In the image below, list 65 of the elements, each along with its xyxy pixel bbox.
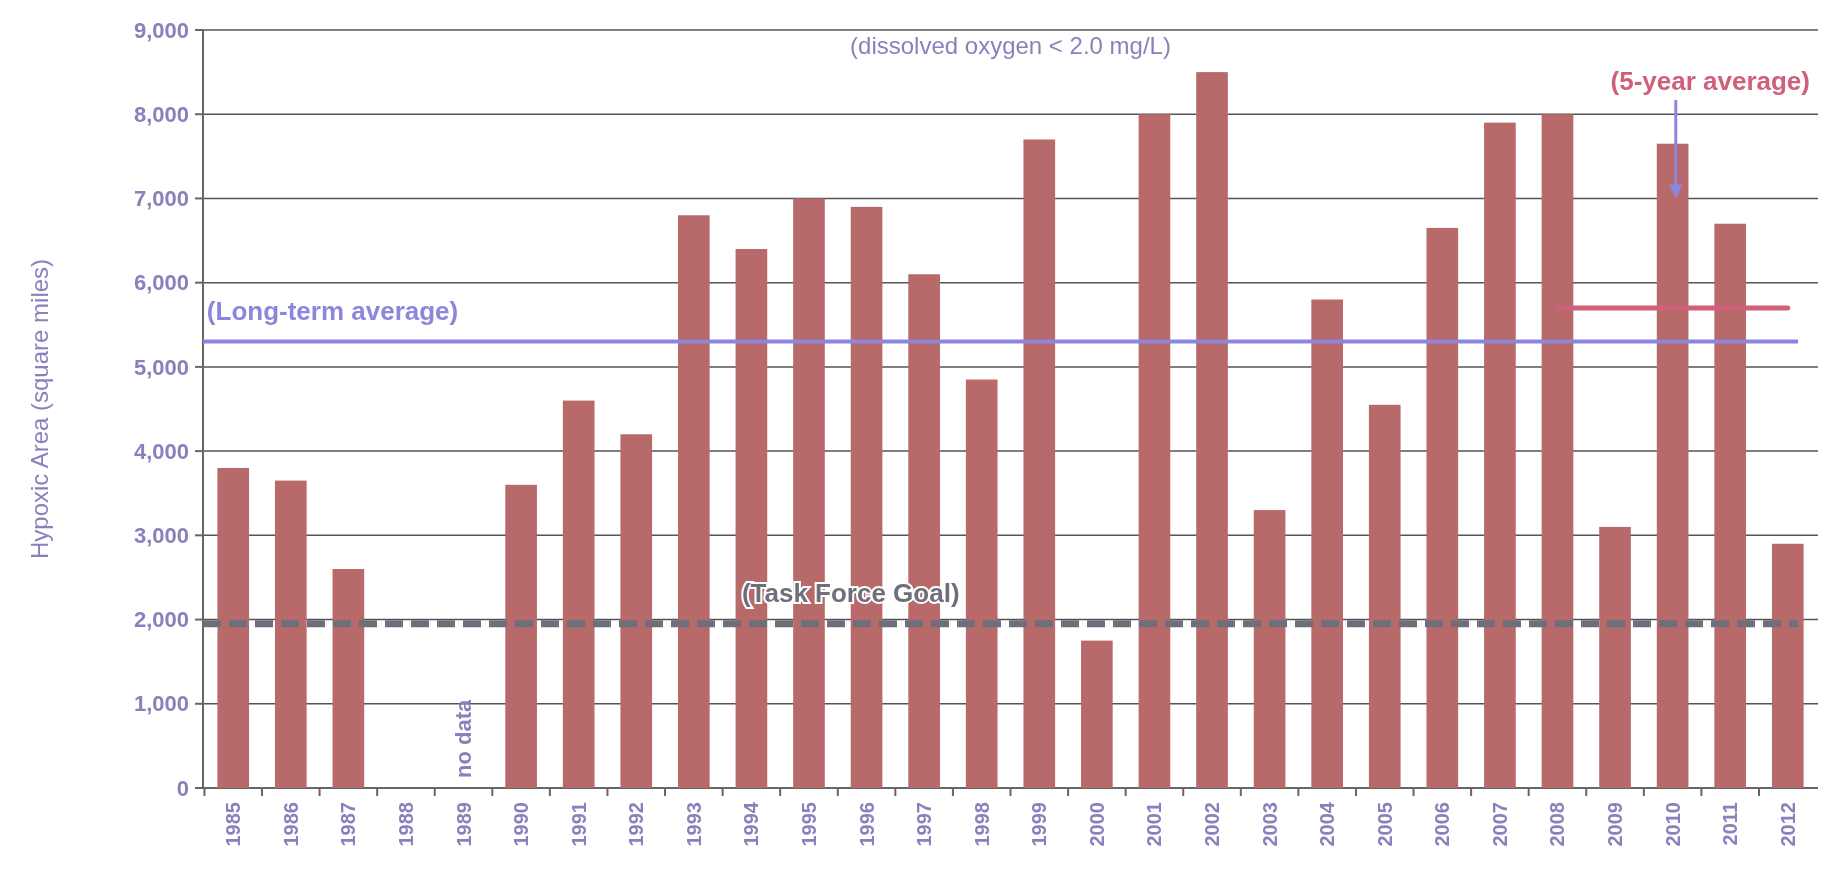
bar: [678, 215, 710, 788]
text: (5-year average): [1610, 66, 1810, 96]
x-tick-label: 1985: [222, 802, 245, 847]
bar: [1138, 114, 1171, 788]
x-tick-label: 1987: [337, 802, 360, 847]
bar: [1196, 72, 1228, 788]
bar: [332, 569, 365, 788]
y-tick-label: 4,000: [133, 438, 189, 464]
x-tick-label: 1998: [970, 802, 993, 847]
x-tick-label: 2005: [1373, 802, 1396, 847]
bar: [1081, 640, 1113, 788]
x-tick-label: 2002: [1201, 802, 1224, 847]
x-tick-label: 2003: [1258, 802, 1281, 847]
x-tick-label: 2007: [1488, 802, 1511, 847]
x-tick-label: 2011: [1719, 802, 1742, 846]
bar: [965, 379, 998, 788]
y-tick-label: 0: [176, 775, 189, 801]
x-tick-label: 1996: [855, 802, 878, 847]
bar: [1484, 122, 1516, 788]
x-tick-label: 2010: [1661, 802, 1684, 847]
ref-line-label: (Long-term average): [206, 295, 459, 326]
bar: [1714, 223, 1747, 788]
chart-subtitle: (dissolved oxygen < 2.0 mg/L): [850, 32, 1171, 59]
y-tick-label: 7,000: [133, 186, 189, 212]
x-tick-label: 1988: [394, 802, 417, 847]
bar: [620, 434, 653, 788]
bar: [1599, 526, 1631, 788]
bar: [217, 467, 250, 788]
bar: [1426, 227, 1459, 788]
bar: [562, 400, 595, 788]
bar: [1656, 143, 1689, 788]
y-tick-label: 2,000: [133, 607, 189, 633]
x-tick-label: 1999: [1028, 802, 1051, 847]
x-tick-label: 1995: [797, 802, 820, 847]
bar: [1023, 139, 1056, 788]
y-tick-label: 8,000: [133, 101, 189, 127]
y-tick-label: 3,000: [133, 523, 189, 549]
y-tick-label: 5,000: [133, 354, 189, 380]
x-tick-label: 1997: [913, 802, 936, 847]
bar: [1541, 114, 1574, 788]
x-tick-label: 1993: [682, 802, 705, 847]
bar: [1771, 543, 1804, 788]
x-tick-label: 2006: [1431, 802, 1454, 847]
x-tick-label: 1989: [452, 802, 475, 847]
x-tick-label: 2009: [1604, 802, 1627, 847]
annotation: no data: [451, 699, 477, 778]
x-tick-label: 2000: [1085, 802, 1108, 847]
y-axis-title: Hypoxic Area (square miles): [26, 258, 53, 560]
y-tick-label: 6,000: [133, 270, 189, 296]
x-tick-label: 1994: [740, 801, 763, 847]
bar: [1368, 404, 1401, 788]
x-tick-label: 1990: [510, 802, 533, 847]
y-tick-label: 9,000: [133, 17, 189, 43]
x-tick-label: 2008: [1546, 802, 1569, 847]
x-tick-label: 2004: [1316, 801, 1339, 847]
x-tick-label: 2001: [1143, 802, 1166, 847]
x-tick-label: 1986: [279, 802, 302, 847]
x-tick-label: 2012: [1776, 802, 1799, 847]
bar: [505, 484, 537, 788]
y-tick-label: 1,000: [133, 691, 189, 717]
bar: [274, 480, 307, 788]
bar: [1311, 299, 1343, 788]
x-tick-label: 1991: [567, 802, 590, 847]
x-tick-label: 1992: [625, 802, 648, 847]
bar: [1253, 510, 1286, 788]
